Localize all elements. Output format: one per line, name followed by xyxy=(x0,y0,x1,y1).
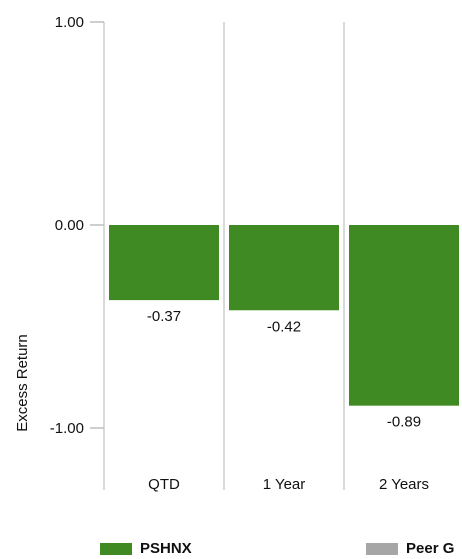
x-axis: QTD 1 Year 2 Years xyxy=(148,476,429,493)
x-tick-label: QTD xyxy=(148,476,180,493)
data-label: -0.89 xyxy=(387,414,421,431)
legend-label-pshnx: PSHNX xyxy=(140,540,192,557)
bar-2-years xyxy=(349,225,459,406)
y-axis: 1.00 0.00 -1.00 xyxy=(50,14,104,437)
bar-qtd xyxy=(109,225,219,301)
y-tick-label: 1.00 xyxy=(55,14,84,31)
y-tick-label: 0.00 xyxy=(55,217,84,234)
legend-label-peer-group: Peer G xyxy=(406,540,455,557)
x-tick-label: 2 Years xyxy=(379,476,429,493)
data-label: -0.42 xyxy=(267,318,301,335)
legend-swatch-peer-group xyxy=(366,542,398,555)
legend-item-peer-group: Peer G xyxy=(366,538,454,559)
legend-swatch-pshnx xyxy=(100,542,132,555)
bar-1-year xyxy=(229,225,339,311)
legend-item-pshnx: PSHNX xyxy=(100,538,192,559)
y-tick-label: -1.00 xyxy=(50,420,84,437)
bars: -0.37 -0.42 -0.89 xyxy=(109,225,459,431)
grid-lines xyxy=(103,22,345,490)
data-label: -0.37 xyxy=(147,308,181,325)
excess-return-chart: -0.37 -0.42 -0.89 1.00 0.00 -1.00 QTD 1 Year 2… xyxy=(14,14,459,493)
x-tick-label: 1 Year xyxy=(263,476,306,493)
y-axis-label: Excess Return xyxy=(14,334,31,432)
